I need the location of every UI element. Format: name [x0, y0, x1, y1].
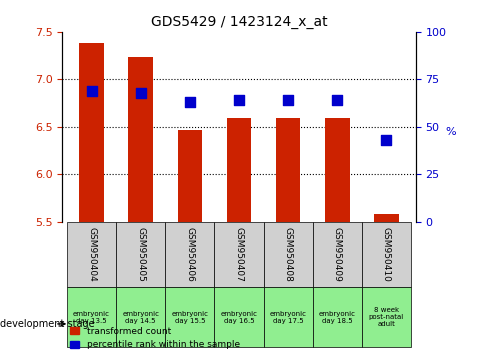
Text: embryonic
day 16.5: embryonic day 16.5	[220, 310, 258, 324]
Text: embryonic
day 18.5: embryonic day 18.5	[319, 310, 356, 324]
FancyBboxPatch shape	[362, 287, 411, 347]
Text: embryonic
day 13.5: embryonic day 13.5	[73, 310, 110, 324]
Text: GSM950410: GSM950410	[382, 227, 391, 282]
FancyBboxPatch shape	[67, 222, 116, 287]
FancyBboxPatch shape	[165, 287, 215, 347]
FancyBboxPatch shape	[263, 222, 313, 287]
Point	[88, 88, 96, 93]
Y-axis label: %: %	[445, 127, 456, 137]
Bar	[374, 215, 399, 222]
Bar	[325, 118, 349, 222]
FancyBboxPatch shape	[215, 287, 263, 347]
Bar	[227, 118, 251, 222]
Bar	[178, 130, 202, 222]
FancyBboxPatch shape	[313, 222, 362, 287]
Bar	[276, 118, 300, 222]
Title: GDS5429 / 1423124_x_at: GDS5429 / 1423124_x_at	[151, 16, 327, 29]
Point	[186, 99, 194, 105]
Point	[382, 137, 390, 143]
Text: GSM950405: GSM950405	[136, 227, 145, 282]
FancyBboxPatch shape	[165, 222, 215, 287]
Point	[235, 97, 243, 103]
Bar	[129, 57, 153, 222]
Point	[284, 97, 292, 103]
Text: embryonic
day 17.5: embryonic day 17.5	[270, 310, 306, 324]
Legend: transformed count, percentile rank within the sample: transformed count, percentile rank withi…	[66, 323, 243, 353]
Text: GSM950409: GSM950409	[333, 227, 342, 282]
FancyBboxPatch shape	[116, 287, 165, 347]
Text: 8 week
post-natal
adult: 8 week post-natal adult	[369, 307, 404, 327]
Point	[334, 97, 341, 103]
Bar	[79, 43, 104, 222]
FancyBboxPatch shape	[313, 287, 362, 347]
FancyBboxPatch shape	[263, 287, 313, 347]
Text: GSM950404: GSM950404	[87, 227, 96, 282]
Text: embryonic
day 14.5: embryonic day 14.5	[122, 310, 159, 324]
Text: embryonic
day 15.5: embryonic day 15.5	[172, 310, 208, 324]
FancyBboxPatch shape	[362, 222, 411, 287]
Text: GSM950407: GSM950407	[235, 227, 243, 282]
Text: GSM950408: GSM950408	[283, 227, 293, 282]
FancyBboxPatch shape	[116, 222, 165, 287]
FancyBboxPatch shape	[67, 287, 116, 347]
Text: development stage: development stage	[0, 319, 95, 329]
Text: GSM950406: GSM950406	[185, 227, 195, 282]
FancyBboxPatch shape	[215, 222, 263, 287]
Point	[137, 90, 144, 96]
